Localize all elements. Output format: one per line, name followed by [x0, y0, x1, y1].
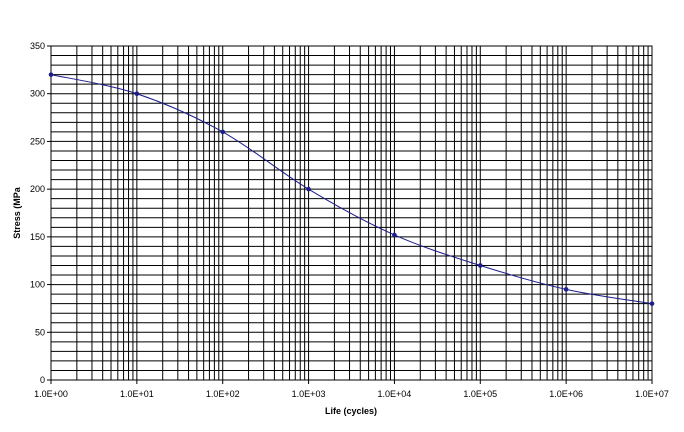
plot-area [51, 46, 652, 380]
x-tick-label: 1.0E+00 [34, 389, 68, 399]
x-tick-label: 1.0E+06 [549, 389, 583, 399]
y-tick-label: 250 [30, 136, 45, 146]
y-axis-title: Stress (MPa [12, 186, 22, 239]
data-point [306, 186, 311, 192]
data-point [134, 91, 140, 97]
data-point [563, 287, 569, 292]
y-axis-ticks: 0 50 100 150 200 250 300 350 [30, 41, 51, 385]
x-axis-title: Life (cycles) [325, 406, 377, 416]
data-point [48, 72, 54, 77]
data-point [220, 129, 226, 135]
plot-border [50, 45, 653, 381]
y-tick-label: 350 [30, 41, 45, 51]
series-layer [48, 72, 655, 306]
series-line [50, 74, 653, 305]
y-tick-label: 50 [35, 327, 45, 337]
data-point [477, 263, 483, 268]
y-tick-label: 300 [30, 89, 45, 99]
x-tick-label: 1.0E+05 [463, 389, 497, 399]
data-point [392, 232, 397, 238]
x-tick-label: 1.0E+07 [635, 389, 669, 399]
y-tick-label: 0 [40, 375, 45, 385]
y-tick-label: 200 [30, 184, 45, 194]
y-tick-label: 150 [30, 232, 45, 242]
x-tick-label: 1.0E+03 [292, 389, 326, 399]
x-tick-label: 1.0E+01 [120, 389, 154, 399]
x-tick-label: 1.0E+04 [378, 389, 412, 399]
y-tick-label: 100 [30, 280, 45, 290]
x-axis-ticks: 1.0E+00 1.0E+01 1.0E+02 1.0E+03 1.0E+04 1.0E+… [34, 380, 669, 399]
x-tick-label: 1.0E+02 [206, 389, 240, 399]
data-point [649, 301, 655, 306]
